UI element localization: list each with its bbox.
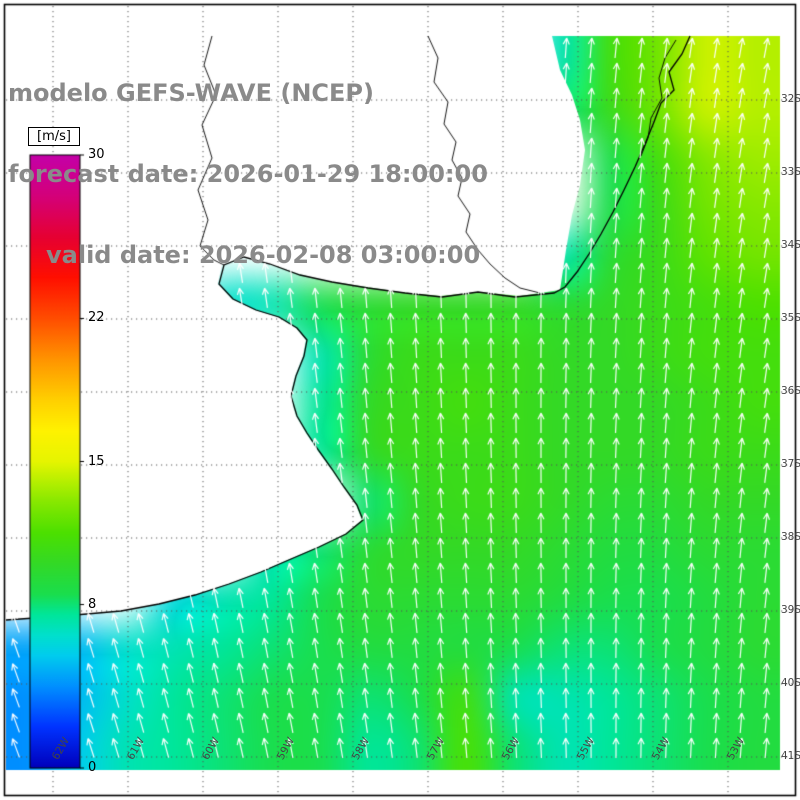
- forecast-date-line: forecast date: 2026-01-29 18:00:00: [8, 160, 488, 188]
- model-title: modelo GEFS-WAVE (NCEP): [8, 79, 374, 107]
- valid-date-line: valid date: 2026-02-08 03:00:00: [46, 241, 481, 269]
- colorbar-units-label: [m/s]: [28, 127, 80, 146]
- title-block: modelo GEFS-WAVE (NCEP) forecast date: 2…: [8, 26, 488, 323]
